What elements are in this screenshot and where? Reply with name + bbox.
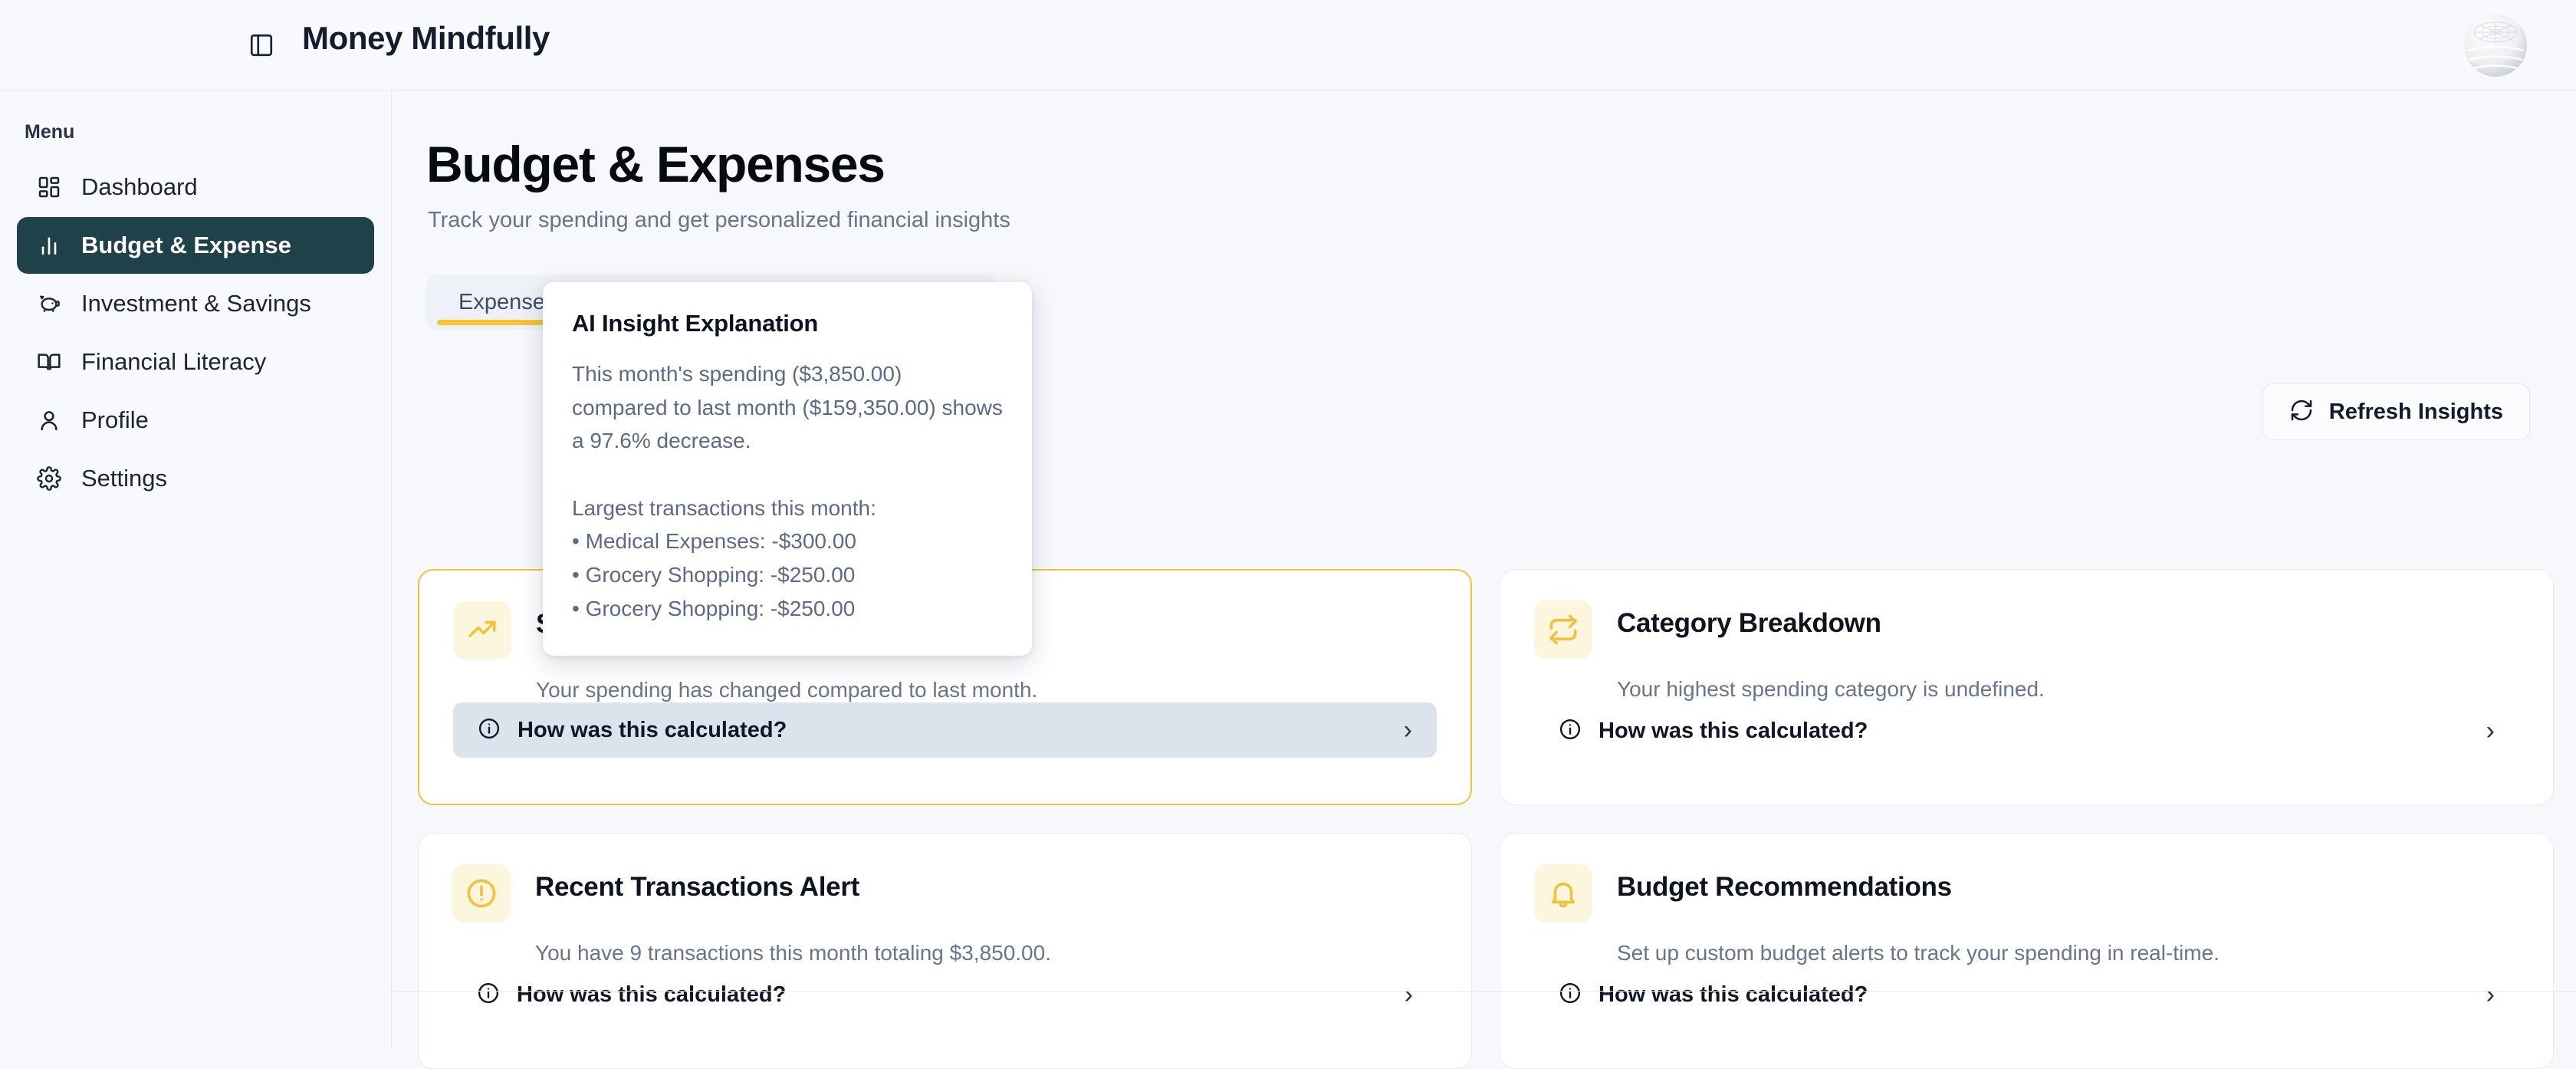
sidebar-item-label: Investment & Savings <box>81 290 311 317</box>
page-subtitle: Track your spending and get personalized… <box>428 208 1010 233</box>
insight-card-budget-recommendations[interactable]: Budget Recommendations Set up custom bud… <box>1500 833 2554 1069</box>
trending-up-icon <box>453 601 511 659</box>
page-title: Budget & Expenses <box>426 136 886 192</box>
refresh-cw-icon <box>2289 398 2314 426</box>
card-footer-label: How was this calculated? <box>518 717 787 742</box>
sidebar-item-budget-expense[interactable]: Budget & Expense <box>17 217 374 274</box>
user-icon <box>34 405 64 436</box>
sidebar-item-label: Dashboard <box>81 173 198 200</box>
top-bar: Money Mindfully <box>0 0 2576 90</box>
globe-sphere-logo <box>2461 11 2530 80</box>
bell-icon <box>1534 864 1592 923</box>
chevron-right-icon: › <box>1403 715 1412 745</box>
globe-sphere-icon <box>2464 14 2527 77</box>
sidebar-item-investment-savings[interactable]: Investment & Savings <box>17 275 374 332</box>
card-header: Category Breakdown <box>1534 600 2519 659</box>
chevron-right-icon: › <box>2486 980 2495 1009</box>
sidebar-item-label: Financial Literacy <box>81 348 267 375</box>
ai-insight-explanation-popover: AI Insight Explanation This month's spen… <box>543 282 1032 656</box>
refresh-insights-label: Refresh Insights <box>2328 399 2503 424</box>
insight-card-grid: Spending Trend Your spending has changed… <box>418 569 2554 1069</box>
card-title: Category Breakdown <box>1617 608 1881 638</box>
card-title: Recent Transactions Alert <box>535 872 860 902</box>
layout-grid-icon <box>34 172 64 202</box>
insight-card-recent-transactions-alert[interactable]: Recent Transactions Alert You have 9 tra… <box>418 833 1472 1069</box>
sidebar-item-label: Settings <box>81 465 168 492</box>
gear-icon <box>34 463 64 494</box>
card-description: You have 9 transactions this month total… <box>535 941 1051 965</box>
sidebar: Menu Dashboard Budget & Expense <box>0 90 392 1049</box>
info-circle-icon <box>477 982 500 1008</box>
book-open-icon <box>34 347 64 377</box>
card-header: Budget Recommendations <box>1534 864 2519 923</box>
popover-title: AI Insight Explanation <box>572 310 819 337</box>
info-circle-icon <box>1559 982 1582 1008</box>
how-was-this-calculated-button[interactable]: How was this calculated? › <box>1534 703 2519 758</box>
how-was-this-calculated-button[interactable]: How was this calculated? › <box>1534 967 2519 1022</box>
chevron-right-icon: › <box>2486 716 2495 745</box>
sidebar-section-label: Menu <box>25 121 75 143</box>
card-footer-label: How was this calculated? <box>1598 718 1868 743</box>
insight-card-category-breakdown[interactable]: Category Breakdown Your highest spending… <box>1500 569 2554 805</box>
bar-chart-icon <box>34 230 64 261</box>
brand-title: Money Mindfully <box>302 20 550 56</box>
card-description: Set up custom budget alerts to track you… <box>1617 941 2220 965</box>
card-title: Budget Recommendations <box>1617 872 1952 902</box>
sidebar-item-label: Budget & Expense <box>81 232 291 258</box>
footer-divider <box>392 991 2576 992</box>
refresh-insights-button[interactable]: Refresh Insights <box>2262 383 2530 440</box>
card-footer-label: How was this calculated? <box>1598 982 1868 1007</box>
sidebar-item-settings[interactable]: Settings <box>17 450 374 507</box>
sidebar-item-financial-literacy[interactable]: Financial Literacy <box>17 334 374 390</box>
popover-body: This month's spending ($3,850.00) compar… <box>572 362 1003 620</box>
panel-left-icon <box>250 34 273 57</box>
card-header: Recent Transactions Alert <box>452 864 1438 923</box>
card-description: Your spending has changed compared to la… <box>536 678 1038 702</box>
alert-circle-icon <box>452 864 511 923</box>
chevron-right-icon: › <box>1404 980 1413 1009</box>
sidebar-item-profile[interactable]: Profile <box>17 392 374 449</box>
info-circle-icon <box>1559 718 1582 745</box>
card-description: Your highest spending category is undefi… <box>1617 677 2045 701</box>
sidebar-item-dashboard[interactable]: Dashboard <box>17 159 374 215</box>
sidebar-toggle-button[interactable] <box>244 28 279 63</box>
piggy-bank-icon <box>34 288 64 319</box>
repeat-arrows-icon <box>1534 600 1592 659</box>
info-circle-icon <box>478 717 501 744</box>
sidebar-item-label: Profile <box>81 406 149 433</box>
how-was-this-calculated-button[interactable]: How was this calculated? › <box>453 702 1437 758</box>
how-was-this-calculated-button[interactable]: How was this calculated? › <box>452 967 1438 1022</box>
card-footer-label: How was this calculated? <box>517 982 787 1007</box>
